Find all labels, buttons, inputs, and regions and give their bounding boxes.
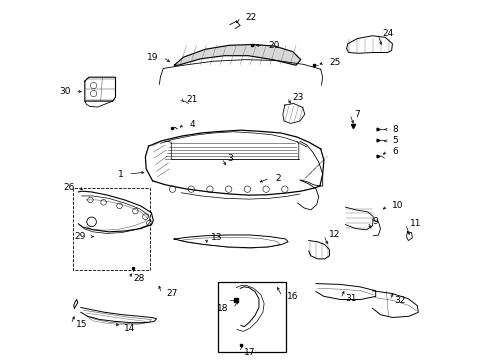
Text: 29: 29 xyxy=(74,232,86,241)
Text: 11: 11 xyxy=(410,219,422,228)
Text: 23: 23 xyxy=(292,93,303,102)
Text: 16: 16 xyxy=(287,292,298,301)
Text: 12: 12 xyxy=(329,230,340,239)
Text: 22: 22 xyxy=(246,13,257,22)
Text: 13: 13 xyxy=(211,233,222,242)
Text: 8: 8 xyxy=(392,125,398,134)
Text: 7: 7 xyxy=(355,110,360,119)
Text: 27: 27 xyxy=(166,289,177,298)
Bar xyxy=(218,282,287,352)
Polygon shape xyxy=(174,45,301,65)
Text: 14: 14 xyxy=(123,324,135,333)
Text: 28: 28 xyxy=(133,274,145,283)
Text: 4: 4 xyxy=(189,120,195,129)
Text: 30: 30 xyxy=(59,87,71,96)
Text: 32: 32 xyxy=(394,296,406,305)
Text: 19: 19 xyxy=(147,53,158,62)
Text: 5: 5 xyxy=(392,136,398,145)
Text: 18: 18 xyxy=(217,304,228,313)
Text: 1: 1 xyxy=(118,170,123,179)
Text: 2: 2 xyxy=(275,174,280,183)
Text: 25: 25 xyxy=(329,58,341,67)
Text: 9: 9 xyxy=(372,217,378,226)
Text: 20: 20 xyxy=(268,41,279,50)
Text: 21: 21 xyxy=(186,95,197,104)
Text: 26: 26 xyxy=(63,183,74,192)
Text: 10: 10 xyxy=(392,201,404,210)
Text: 31: 31 xyxy=(345,294,357,303)
Text: 24: 24 xyxy=(383,29,394,38)
Text: 6: 6 xyxy=(392,147,398,156)
Text: 17: 17 xyxy=(244,348,256,357)
Text: 3: 3 xyxy=(227,154,233,163)
Text: 15: 15 xyxy=(75,320,87,329)
